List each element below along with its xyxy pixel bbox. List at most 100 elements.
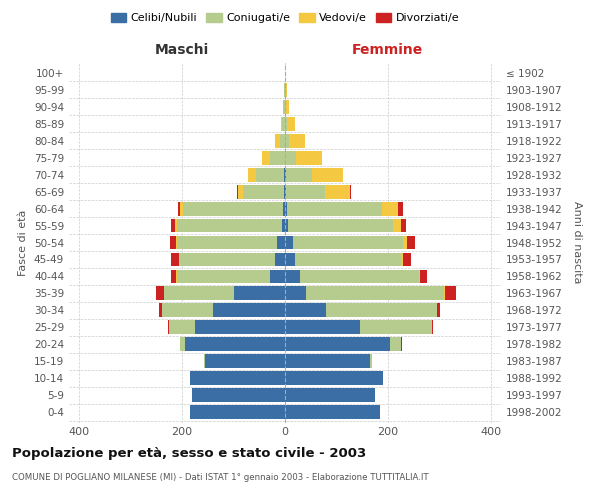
Bar <box>275 134 280 147</box>
Bar <box>243 184 284 198</box>
Bar <box>286 168 312 181</box>
Bar <box>432 320 433 334</box>
Bar <box>168 320 169 334</box>
Bar <box>285 304 326 318</box>
Bar <box>293 236 403 250</box>
Bar <box>159 304 161 318</box>
Bar <box>281 116 283 130</box>
Bar <box>233 286 285 300</box>
Bar <box>283 100 285 114</box>
Bar <box>195 320 285 334</box>
Bar <box>177 270 269 283</box>
Bar <box>286 100 289 114</box>
Bar <box>179 338 185 351</box>
Text: Popolazione per età, sesso e stato civile - 2003: Popolazione per età, sesso e stato civil… <box>12 448 366 460</box>
Bar <box>269 270 285 283</box>
Bar <box>176 236 177 250</box>
Bar <box>287 116 295 130</box>
Bar <box>205 354 285 368</box>
Bar <box>283 218 285 232</box>
Bar <box>285 202 287 215</box>
Bar <box>280 134 285 147</box>
Bar <box>169 320 195 334</box>
Bar <box>213 304 285 318</box>
Bar <box>286 82 287 96</box>
Bar <box>285 406 380 419</box>
Bar <box>248 168 256 181</box>
Bar <box>295 252 401 266</box>
Bar <box>285 218 287 232</box>
Bar <box>401 252 403 266</box>
Bar <box>185 338 285 351</box>
Bar <box>170 236 176 250</box>
Bar <box>177 218 283 232</box>
Bar <box>193 388 285 402</box>
Bar <box>157 286 164 300</box>
Bar <box>180 202 182 215</box>
Bar <box>190 406 285 419</box>
Bar <box>275 252 285 266</box>
Bar <box>285 134 289 147</box>
Bar <box>325 184 350 198</box>
Bar <box>437 304 440 318</box>
Bar <box>238 184 243 198</box>
Bar <box>326 304 437 318</box>
Bar <box>393 218 401 232</box>
Bar <box>445 286 456 300</box>
Bar <box>283 202 285 215</box>
Bar <box>296 150 322 164</box>
Bar <box>164 286 233 300</box>
Bar <box>350 184 352 198</box>
Bar <box>172 218 175 232</box>
Bar <box>161 304 213 318</box>
Bar <box>359 320 431 334</box>
Bar <box>172 252 179 266</box>
Bar <box>285 116 287 130</box>
Bar <box>407 236 415 250</box>
Bar <box>190 372 285 386</box>
Bar <box>177 236 277 250</box>
Bar <box>301 270 419 283</box>
Bar <box>289 134 305 147</box>
Bar <box>285 388 375 402</box>
Text: COMUNE DI POGLIANO MILANESE (MI) - Dati ISTAT 1° gennaio 2003 - Elaborazione TUT: COMUNE DI POGLIANO MILANESE (MI) - Dati … <box>12 472 428 482</box>
Text: Maschi: Maschi <box>155 44 209 58</box>
Bar <box>401 338 402 351</box>
Bar <box>285 354 370 368</box>
Bar <box>287 218 393 232</box>
Bar <box>277 236 285 250</box>
Bar <box>398 202 403 215</box>
Bar <box>403 252 411 266</box>
Bar <box>312 168 343 181</box>
Bar <box>284 168 285 181</box>
Bar <box>269 150 285 164</box>
Bar <box>175 218 177 232</box>
Bar <box>285 236 293 250</box>
Legend: Celibi/Nubili, Coniugati/e, Vedovi/e, Divorziati/e: Celibi/Nubili, Coniugati/e, Vedovi/e, Di… <box>106 8 464 28</box>
Bar <box>285 338 391 351</box>
Y-axis label: Fasce di età: Fasce di età <box>19 210 28 276</box>
Bar <box>284 184 285 198</box>
Bar <box>370 354 373 368</box>
Bar <box>420 270 427 283</box>
Bar <box>287 202 382 215</box>
Bar <box>403 236 407 250</box>
Bar <box>178 202 180 215</box>
Bar <box>285 150 296 164</box>
Text: Femmine: Femmine <box>352 44 424 58</box>
Bar <box>285 320 359 334</box>
Bar <box>401 218 406 232</box>
Bar <box>179 252 275 266</box>
Bar <box>285 184 286 198</box>
Bar <box>204 354 205 368</box>
Bar <box>256 168 284 181</box>
Bar <box>419 270 420 283</box>
Bar <box>285 372 383 386</box>
Bar <box>382 202 398 215</box>
Bar <box>286 184 325 198</box>
Bar <box>285 100 286 114</box>
Bar <box>236 184 238 198</box>
Bar <box>391 338 401 351</box>
Bar <box>285 252 295 266</box>
Bar <box>285 270 301 283</box>
